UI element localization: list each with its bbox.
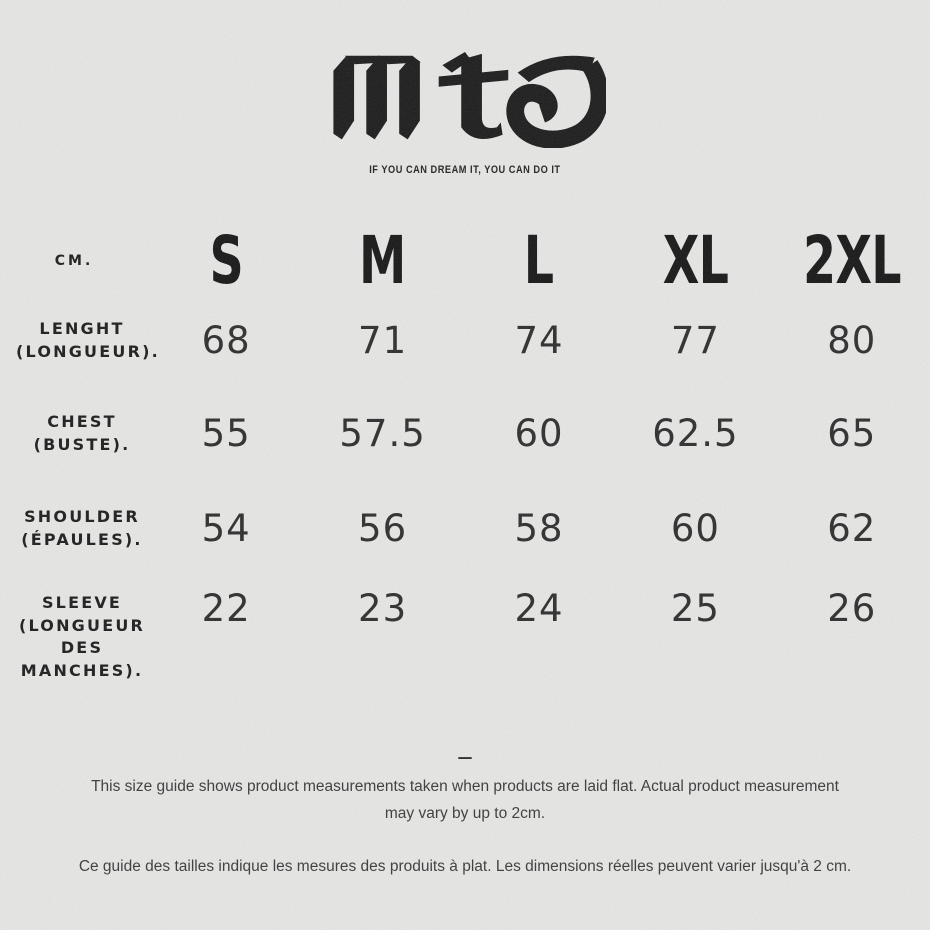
sleeve-value-m: 23 [358, 587, 408, 630]
sleeve-value-2xl: 26 [827, 587, 877, 630]
size-header-l: L [461, 228, 617, 294]
chest-value-s: 55 [201, 412, 251, 455]
size-guide-footer: — This size guide shows product measurem… [0, 750, 930, 880]
row-label-length: LENGHT (LONGUEUR). [16, 319, 160, 361]
size-header-xl-text: XL [662, 222, 729, 299]
brand-tagline: IF YOU CAN DREAM IT, YOU CAN DO IT [0, 158, 930, 177]
size-header-l-text: L [524, 222, 554, 299]
unit-label: CM. [54, 253, 94, 269]
length-value-l: 74 [514, 319, 564, 362]
chest-value-2xl: 65 [827, 412, 877, 455]
chest-value-xl: 62.5 [652, 412, 739, 455]
row-label-sleeve: SLEEVE (LONGUEUR DES MANCHES). [18, 593, 146, 681]
mts-logo [333, 52, 606, 148]
divider-dash: — [457, 748, 473, 766]
shoulder-value-s: 54 [201, 506, 251, 550]
brand-header: MTS IF YOU CAN DREAM IT, YOU CAN DO IT [0, 50, 930, 177]
shoulder-value-l: 58 [514, 506, 564, 550]
chest-value-m: 57.5 [339, 412, 426, 455]
sleeve-value-xl: 25 [670, 587, 720, 630]
size-header-xl: XL [617, 228, 773, 294]
size-header-2xl: 2XL [774, 228, 930, 294]
shoulder-value-m: 56 [358, 506, 408, 550]
size-header-2xl-text: 2XL [802, 222, 902, 299]
chest-value-l: 60 [514, 412, 564, 455]
brand-tagline-text: IF YOU CAN DREAM IT, YOU CAN DO IT [369, 164, 561, 176]
size-header-m-text: M [359, 222, 406, 299]
length-value-xl: 77 [670, 319, 720, 362]
length-value-2xl: 80 [827, 319, 877, 362]
shoulder-value-2xl: 62 [827, 506, 877, 550]
sleeve-value-s: 22 [201, 587, 251, 630]
size-header-s-text: S [209, 222, 243, 299]
note-french: Ce guide des tailles indique les mesures… [78, 858, 852, 875]
row-label-chest: CHEST (BUSTE). [33, 412, 131, 454]
note-english: This size guide shows product measuremen… [91, 778, 839, 822]
size-table-header-row: CM. S M L XL 2XL [0, 227, 930, 295]
size-table: CM. S M L XL 2XL LENGHT (LONGUEUR). 68 7… [0, 227, 930, 696]
table-row-chest: CHEST (BUSTE). 55 57.5 60 62.5 65 [0, 387, 930, 481]
size-header-m: M [304, 228, 460, 294]
row-label-shoulder: SHOULDER (ÉPAULES). [21, 506, 143, 549]
brand-name-text: MTS [465, 148, 466, 149]
table-row-shoulder: SHOULDER (ÉPAULES). 54 56 58 60 62 [0, 481, 930, 576]
length-value-s: 68 [201, 319, 251, 362]
table-row-sleeve: SLEEVE (LONGUEUR DES MANCHES). 22 23 24 … [0, 576, 930, 696]
table-row-length: LENGHT (LONGUEUR). 68 71 74 77 80 [0, 295, 930, 387]
length-value-m: 71 [358, 319, 408, 362]
shoulder-value-xl: 60 [670, 506, 720, 550]
sleeve-value-l: 24 [514, 587, 564, 630]
size-header-s: S [148, 228, 304, 294]
